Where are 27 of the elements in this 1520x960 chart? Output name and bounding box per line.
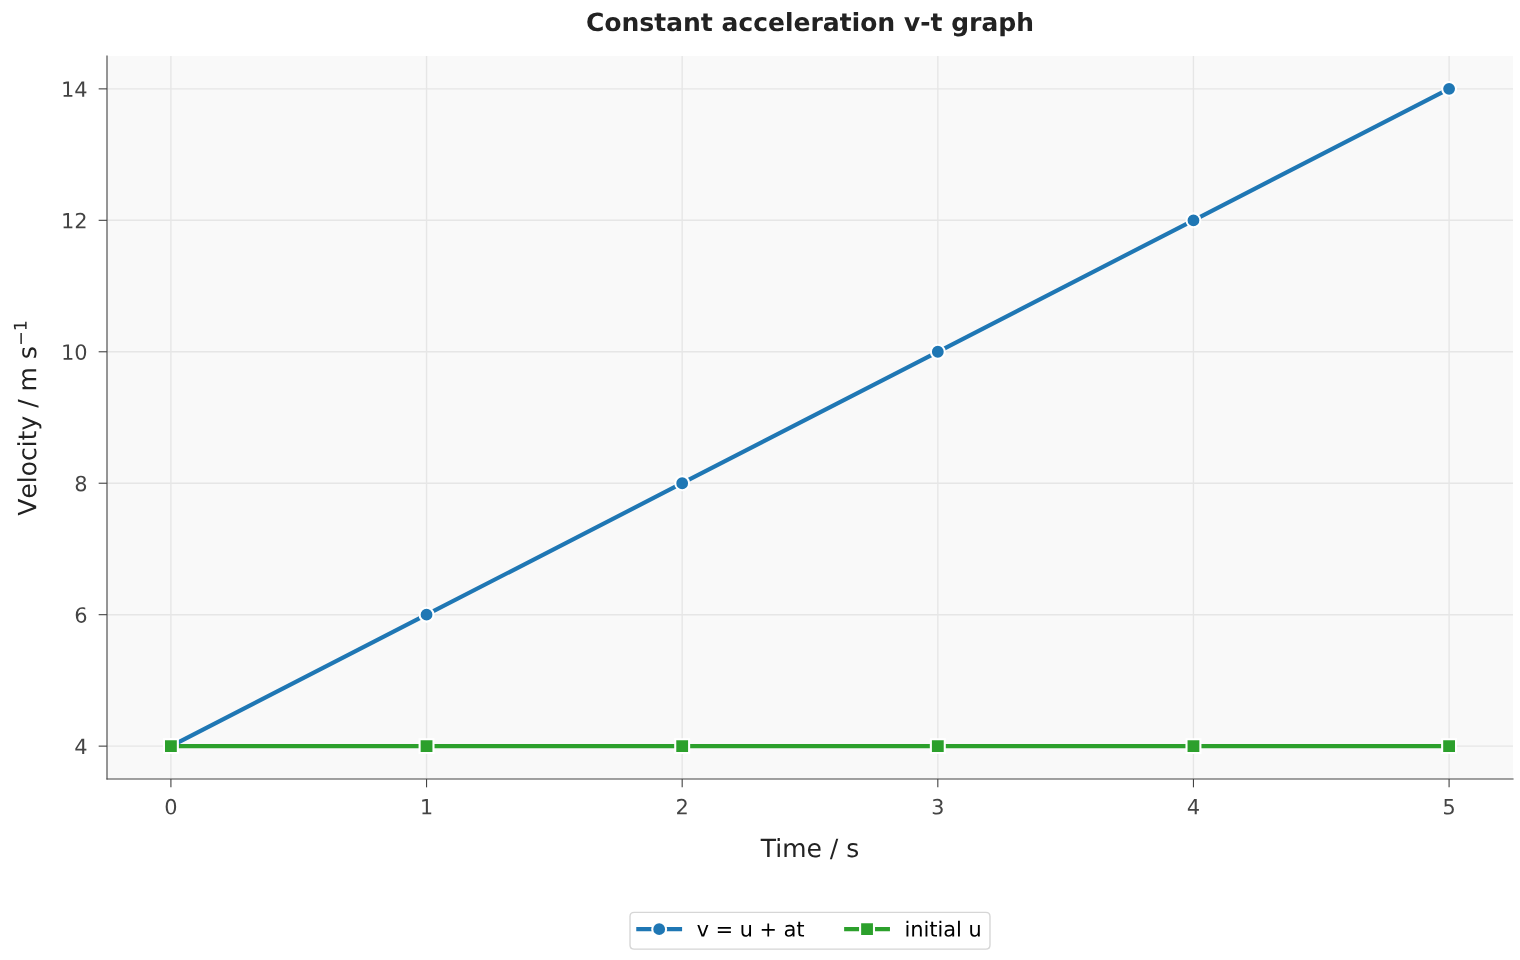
- chart-title: Constant acceleration v-t graph: [587, 12, 1033, 37]
- x-tick-label: 2: [677, 798, 687, 815]
- legend-label: initial u: [906, 920, 980, 937]
- x-tick-label: 0: [165, 798, 177, 815]
- y-axis-title: Velocity / m s$^{−1}$: [13, 321, 42, 516]
- point: [418, 738, 435, 755]
- y-tick-label: 12: [63, 212, 86, 229]
- x-tick-label: 3: [932, 798, 943, 815]
- point: [674, 475, 691, 492]
- legend-label: v = u + at: [697, 921, 805, 937]
- y-tick-label: 10: [63, 344, 87, 360]
- x-tick-label: 5: [1444, 799, 1454, 815]
- point: [929, 738, 946, 755]
- y-tick-label: 8: [75, 475, 87, 492]
- point: [674, 738, 691, 755]
- y-tick-label: 6: [75, 607, 87, 623]
- x-tick-label: 4: [1187, 799, 1199, 815]
- x-tick-label: 1: [422, 799, 432, 815]
- y-tick-label: 4: [75, 738, 87, 755]
- point: [1441, 80, 1458, 97]
- point: [929, 343, 946, 360]
- x-axis-title: Time / s: [760, 838, 859, 860]
- point: [1185, 738, 1202, 755]
- point: [1185, 212, 1202, 229]
- point: [418, 606, 435, 623]
- y-tick-label: 14: [63, 81, 87, 97]
- point: [1441, 738, 1458, 755]
